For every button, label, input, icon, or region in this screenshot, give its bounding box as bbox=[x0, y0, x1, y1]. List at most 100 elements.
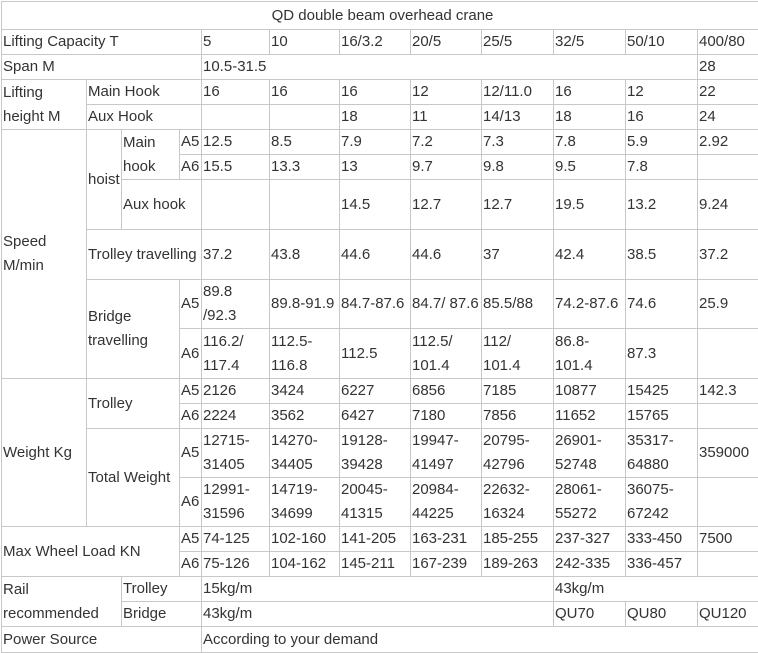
table-cell: 141-205 bbox=[340, 527, 411, 552]
table-title: QD double beam overhead crane bbox=[2, 2, 758, 30]
table-cell: 7.8 bbox=[626, 155, 698, 180]
table-cell: 20795-42796 bbox=[482, 429, 554, 478]
table-cell: Lifting height M bbox=[2, 80, 87, 130]
table-cell: 89.8-91.9 bbox=[270, 280, 340, 329]
table-cell: Weight Kg bbox=[2, 379, 87, 527]
table-cell: 7.8 bbox=[554, 130, 626, 155]
table-cell: 14719-34699 bbox=[270, 478, 340, 527]
table-cell: 6227 bbox=[340, 379, 411, 404]
table-cell: Trolley travelling bbox=[87, 230, 202, 280]
table-cell: 10 bbox=[270, 30, 340, 55]
table-cell: 12.7 bbox=[482, 180, 554, 230]
table-cell: 18 bbox=[340, 105, 411, 130]
table-cell: 25/5 bbox=[482, 30, 554, 55]
table-cell: A6 bbox=[180, 552, 202, 577]
table-cell: A5 bbox=[180, 130, 202, 155]
table-cell: 333-450 bbox=[626, 527, 698, 552]
table-cell: 11 bbox=[411, 105, 482, 130]
empty-cell bbox=[698, 478, 758, 527]
table-cell: 35317-64880 bbox=[626, 429, 698, 478]
table-cell: 86.8- 101.4 bbox=[554, 329, 626, 379]
table-cell: Rail recommended bbox=[2, 577, 122, 627]
table-cell: 9.24 bbox=[698, 180, 758, 230]
table-cell: QU70 bbox=[554, 602, 626, 627]
table-cell: 16 bbox=[626, 105, 698, 130]
table-cell: 74.6 bbox=[626, 280, 698, 329]
table-cell: 13.2 bbox=[626, 180, 698, 230]
empty-cell bbox=[270, 180, 340, 230]
table-cell: 7.2 bbox=[411, 130, 482, 155]
table-cell: 12.7 bbox=[411, 180, 482, 230]
table-cell: Aux Hook bbox=[87, 105, 202, 130]
table-cell: 7185 bbox=[482, 379, 554, 404]
table-cell: 2126 bbox=[202, 379, 270, 404]
table-cell: 37.2 bbox=[202, 230, 270, 280]
table-cell: 10877 bbox=[554, 379, 626, 404]
table-cell: 7180 bbox=[411, 404, 482, 429]
table-cell: 9.5 bbox=[554, 155, 626, 180]
table-cell: 12 bbox=[411, 80, 482, 105]
table-cell: 237-327 bbox=[554, 527, 626, 552]
table-row: QD double beam overhead crane bbox=[2, 2, 758, 30]
table-cell: 11652 bbox=[554, 404, 626, 429]
empty-cell bbox=[698, 329, 758, 379]
table-cell: 6427 bbox=[340, 404, 411, 429]
table-cell: 5.9 bbox=[626, 130, 698, 155]
table-cell: 32/5 bbox=[554, 30, 626, 55]
table-cell: 85.5/88 bbox=[482, 280, 554, 329]
table-cell: 25.9 bbox=[698, 280, 758, 329]
table-cell: 14/13 bbox=[482, 105, 554, 130]
table-cell: 13 bbox=[340, 155, 411, 180]
table-cell: 19947-41497 bbox=[411, 429, 482, 478]
table-cell: 7.3 bbox=[482, 130, 554, 155]
table-cell: 15765 bbox=[626, 404, 698, 429]
table-cell: 2.92 bbox=[698, 130, 758, 155]
table-cell: A5 bbox=[180, 379, 202, 404]
empty-cell bbox=[698, 155, 758, 180]
table-cell: 167-239 bbox=[411, 552, 482, 577]
table-cell: 102-160 bbox=[270, 527, 340, 552]
table-cell: 9.8 bbox=[482, 155, 554, 180]
table-cell: 44.6 bbox=[340, 230, 411, 280]
table-cell: 87.3 bbox=[626, 329, 698, 379]
table-cell: Trolley bbox=[122, 577, 202, 602]
table-cell: QU80 bbox=[626, 602, 698, 627]
table-cell: 18 bbox=[554, 105, 626, 130]
table-cell: Main hook bbox=[122, 130, 180, 180]
table-cell: 16/3.2 bbox=[340, 30, 411, 55]
table-cell: 112.5/ 101.4 bbox=[411, 329, 482, 379]
table-cell: hoist bbox=[87, 130, 122, 230]
table-cell: 336-457 bbox=[626, 552, 698, 577]
table-cell: Span M bbox=[2, 55, 202, 80]
table-cell: 7.9 bbox=[340, 130, 411, 155]
table-cell: 43.8 bbox=[270, 230, 340, 280]
empty-cell bbox=[202, 105, 270, 130]
table-cell: 20/5 bbox=[411, 30, 482, 55]
table-cell: Trolley bbox=[87, 379, 180, 429]
table-cell: 44.6 bbox=[411, 230, 482, 280]
table-cell: 163-231 bbox=[411, 527, 482, 552]
table-cell: Max Wheel Load KN bbox=[2, 527, 180, 577]
table-cell: 145-211 bbox=[340, 552, 411, 577]
table-cell: A5 bbox=[180, 429, 202, 478]
table-cell: 7856 bbox=[482, 404, 554, 429]
table-cell: 84.7-87.6 bbox=[340, 280, 411, 329]
table-cell: 24 bbox=[698, 105, 758, 130]
table-cell: 42.4 bbox=[554, 230, 626, 280]
table-cell: 84.7/ 87.6 bbox=[411, 280, 482, 329]
table-cell: 15kg/m bbox=[202, 577, 554, 602]
table-cell: 19.5 bbox=[554, 180, 626, 230]
table-cell: 12991-31596 bbox=[202, 478, 270, 527]
table-cell: 8.5 bbox=[270, 130, 340, 155]
table-cell: A6 bbox=[180, 155, 202, 180]
table-cell: 28061-55272 bbox=[554, 478, 626, 527]
